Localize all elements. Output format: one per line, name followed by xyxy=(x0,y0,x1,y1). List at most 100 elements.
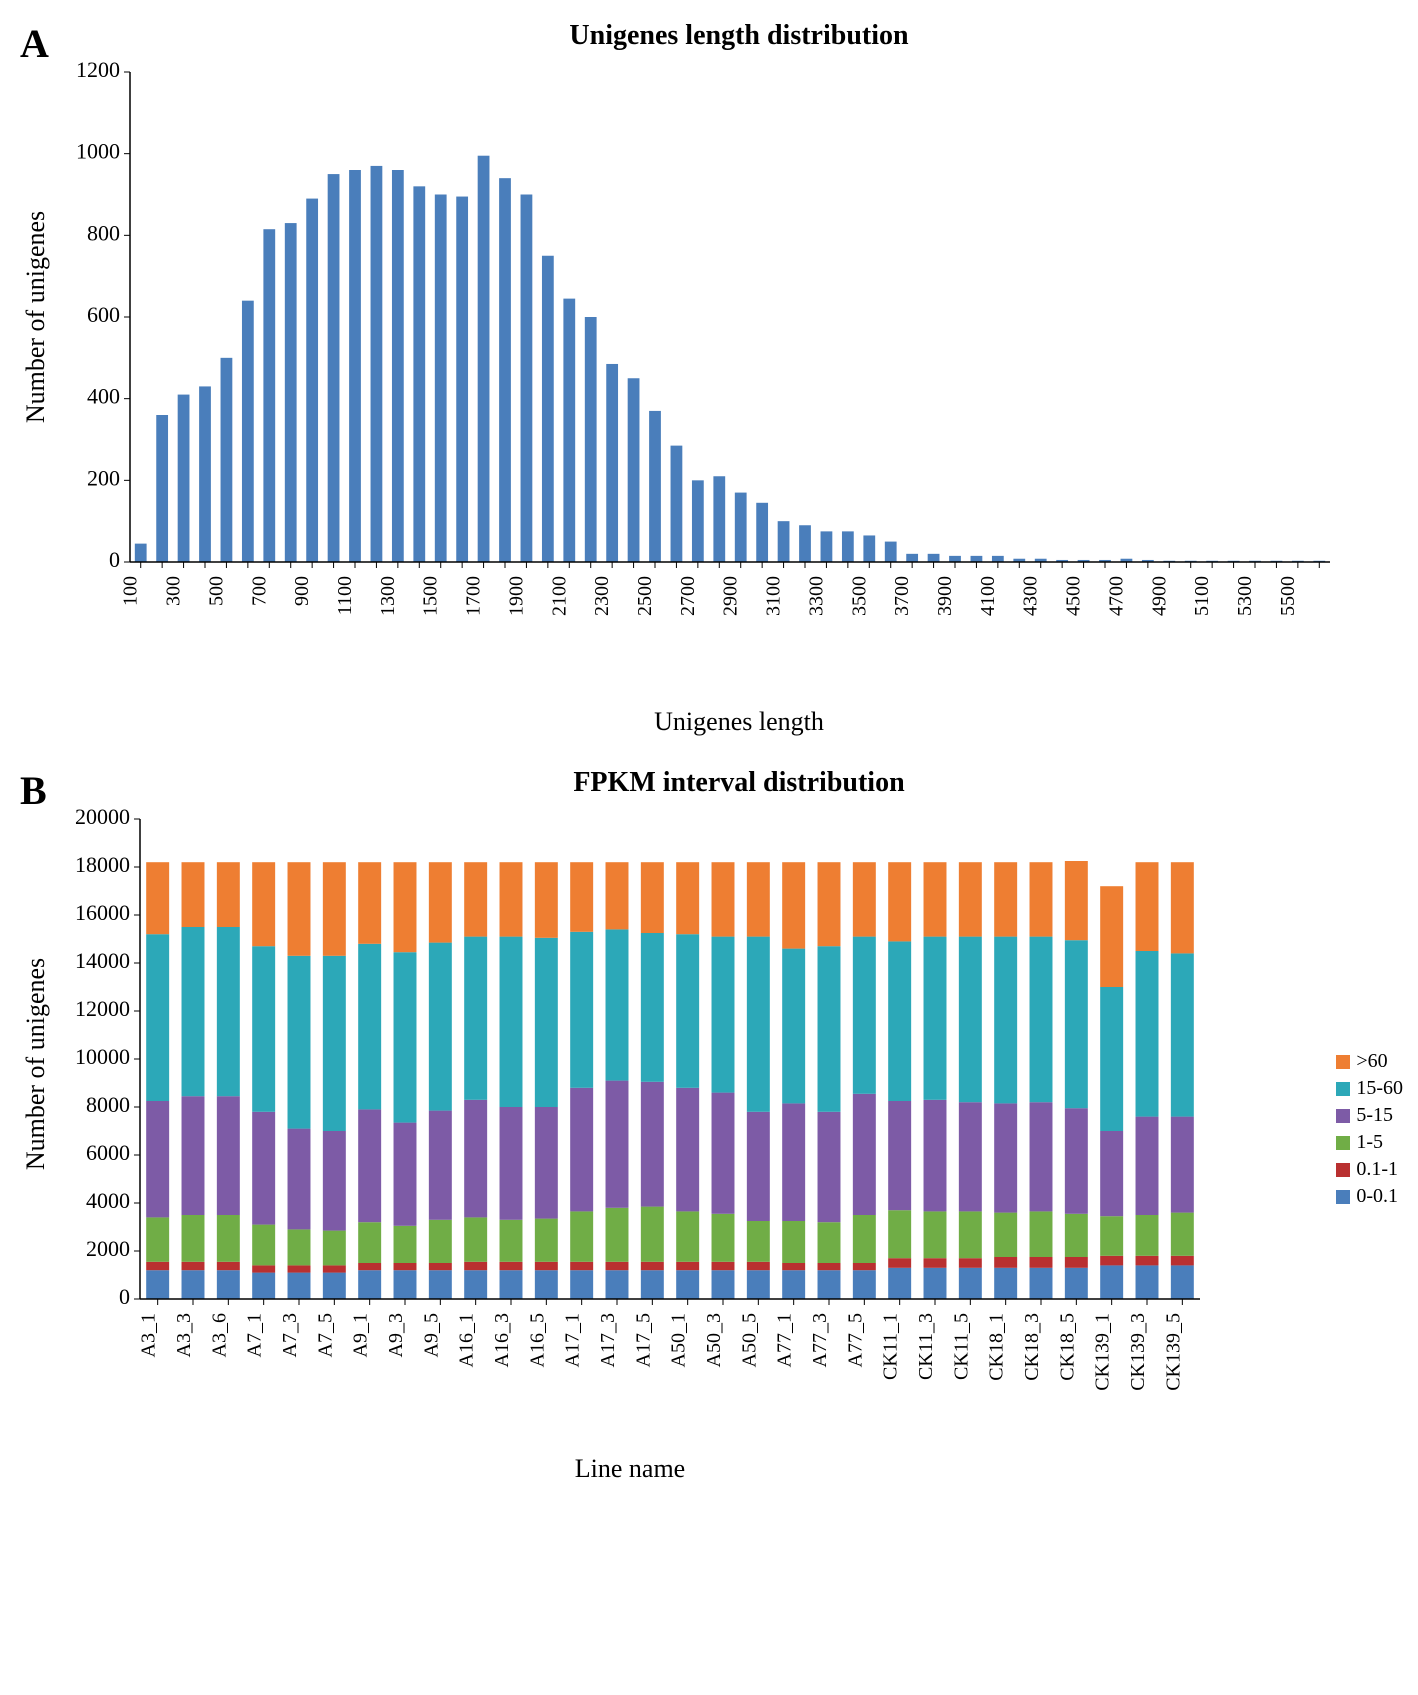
stacked-bar-segment xyxy=(959,862,982,936)
svg-text:2100: 2100 xyxy=(548,576,570,616)
svg-text:500: 500 xyxy=(205,576,227,606)
bar xyxy=(221,358,233,562)
stacked-bar-segment xyxy=(853,937,876,1094)
stacked-bar-segment xyxy=(1100,1131,1123,1216)
svg-text:12000: 12000 xyxy=(75,996,130,1021)
legend-label: 15-60 xyxy=(1356,1077,1403,1100)
panel-a-svg: 0200400600800100012001003005007009001100… xyxy=(20,62,1350,702)
stacked-bar-segment xyxy=(394,1123,417,1226)
stacked-bar-segment xyxy=(994,862,1017,936)
stacked-bar-segment xyxy=(641,933,664,1082)
svg-text:1300: 1300 xyxy=(377,576,399,616)
stacked-bar-segment xyxy=(994,1257,1017,1268)
bar xyxy=(349,170,361,562)
svg-text:A9_3: A9_3 xyxy=(385,1313,407,1357)
legend-label: 0.1-1 xyxy=(1356,1158,1398,1181)
svg-text:5500: 5500 xyxy=(1277,576,1299,616)
svg-text:1100: 1100 xyxy=(334,576,356,615)
stacked-bar-segment xyxy=(358,1222,381,1263)
stacked-bar-segment xyxy=(429,943,452,1111)
panel-b-ylabel: Number of unigenes xyxy=(21,958,51,1170)
svg-text:2300: 2300 xyxy=(591,576,613,616)
svg-text:1000: 1000 xyxy=(76,139,120,164)
bar xyxy=(842,531,854,562)
svg-text:A50_5: A50_5 xyxy=(738,1313,760,1367)
stacked-bar-segment xyxy=(641,1262,664,1270)
svg-text:1700: 1700 xyxy=(463,576,485,616)
stacked-bar-segment xyxy=(535,1219,558,1262)
stacked-bar-segment xyxy=(535,1262,558,1270)
svg-text:1500: 1500 xyxy=(420,576,442,616)
stacked-bar-segment xyxy=(146,862,169,934)
legend-swatch xyxy=(1336,1136,1350,1150)
svg-text:3700: 3700 xyxy=(891,576,913,616)
stacked-bar-segment xyxy=(323,862,346,956)
stacked-bar-segment xyxy=(924,1211,947,1258)
stacked-bar-segment xyxy=(323,1273,346,1299)
bar xyxy=(949,556,961,562)
bar xyxy=(478,156,490,562)
stacked-bar-segment xyxy=(818,1112,841,1222)
bar xyxy=(992,556,1004,562)
stacked-bar-segment xyxy=(182,1096,205,1215)
stacked-bar-segment xyxy=(358,1263,381,1270)
stacked-bar-segment xyxy=(217,1262,240,1270)
stacked-bar-segment xyxy=(712,1262,735,1270)
stacked-bar-segment xyxy=(994,1268,1017,1299)
stacked-bar-segment xyxy=(818,1222,841,1263)
svg-text:A16_1: A16_1 xyxy=(456,1313,478,1367)
stacked-bar-segment xyxy=(1136,862,1159,951)
stacked-bar-segment xyxy=(641,1082,664,1207)
stacked-bar-segment xyxy=(606,1208,629,1262)
stacked-bar-segment xyxy=(1065,940,1088,1108)
svg-text:16000: 16000 xyxy=(75,900,130,925)
stacked-bar-segment xyxy=(853,1263,876,1270)
stacked-bar-segment xyxy=(1136,951,1159,1117)
stacked-bar-segment xyxy=(1065,1268,1088,1299)
stacked-bar-segment xyxy=(464,1217,487,1261)
svg-text:A9_5: A9_5 xyxy=(420,1313,442,1357)
bar xyxy=(563,299,575,562)
svg-text:20000: 20000 xyxy=(75,809,130,829)
stacked-bar-segment xyxy=(1030,1102,1053,1211)
panel-b-chart-area: Number of unigenes 020004000600080001000… xyxy=(20,809,1398,1449)
stacked-bar-segment xyxy=(853,862,876,936)
stacked-bar-segment xyxy=(429,1220,452,1263)
svg-text:A77_3: A77_3 xyxy=(809,1313,831,1367)
stacked-bar-segment xyxy=(959,1102,982,1211)
stacked-bar-segment xyxy=(288,1265,311,1272)
stacked-bar-segment xyxy=(888,941,911,1101)
stacked-bar-segment xyxy=(464,937,487,1100)
stacked-bar-segment xyxy=(924,862,947,936)
stacked-bar-segment xyxy=(818,1263,841,1270)
svg-text:A77_5: A77_5 xyxy=(844,1313,866,1367)
stacked-bar-segment xyxy=(217,1215,240,1262)
stacked-bar-segment xyxy=(959,1211,982,1258)
stacked-bar-segment xyxy=(323,956,346,1131)
svg-text:200: 200 xyxy=(87,465,120,490)
stacked-bar-segment xyxy=(182,1262,205,1270)
bar xyxy=(242,301,254,562)
stacked-bar-segment xyxy=(429,1263,452,1270)
stacked-bar-segment xyxy=(217,1270,240,1299)
stacked-bar-segment xyxy=(924,1100,947,1212)
stacked-bar-segment xyxy=(500,1262,523,1270)
stacked-bar-segment xyxy=(288,862,311,956)
stacked-bar-segment xyxy=(217,927,240,1096)
stacked-bar-segment xyxy=(323,1265,346,1272)
stacked-bar-segment xyxy=(782,949,805,1104)
stacked-bar-segment xyxy=(1171,1213,1194,1256)
svg-text:A16_3: A16_3 xyxy=(491,1313,513,1367)
bar xyxy=(135,544,147,562)
svg-text:1200: 1200 xyxy=(76,62,120,82)
svg-text:300: 300 xyxy=(163,576,185,606)
stacked-bar-segment xyxy=(1030,937,1053,1103)
stacked-bar-segment xyxy=(994,1103,1017,1212)
stacked-bar-segment xyxy=(747,1270,770,1299)
stacked-bar-segment xyxy=(146,1217,169,1261)
stacked-bar-segment xyxy=(358,944,381,1110)
legend-item: 0.1-1 xyxy=(1336,1158,1403,1181)
bar xyxy=(799,525,811,562)
svg-text:2500: 2500 xyxy=(634,576,656,616)
stacked-bar-segment xyxy=(959,1258,982,1268)
